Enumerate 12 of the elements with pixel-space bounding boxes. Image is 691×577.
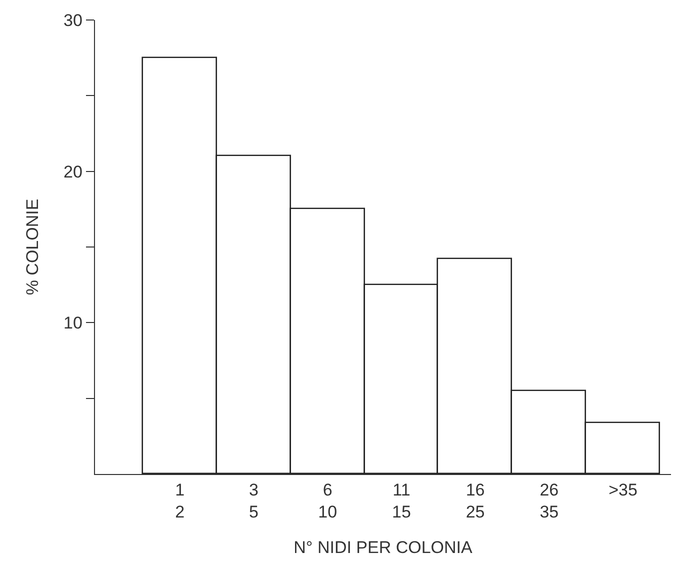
x-tick-label: 26 35 xyxy=(540,480,559,522)
x-tick-label: 16 25 xyxy=(466,480,485,522)
y-tick-label: 10 xyxy=(64,314,82,333)
y-tick-label: 20 xyxy=(64,162,82,182)
x-tick-label: 11 15 xyxy=(392,480,411,522)
x-tick-label: 6 10 xyxy=(318,480,338,522)
x-tick-label: 1 2 xyxy=(175,480,185,522)
y-tick-label: 30 xyxy=(64,10,82,30)
x-axis-title: N° NIDI PER COLONIA xyxy=(294,538,474,558)
x-tick-label: 3 5 xyxy=(249,480,259,522)
x-tick-label: >35 xyxy=(608,480,638,500)
y-axis-title: % COLONIE xyxy=(23,198,42,296)
